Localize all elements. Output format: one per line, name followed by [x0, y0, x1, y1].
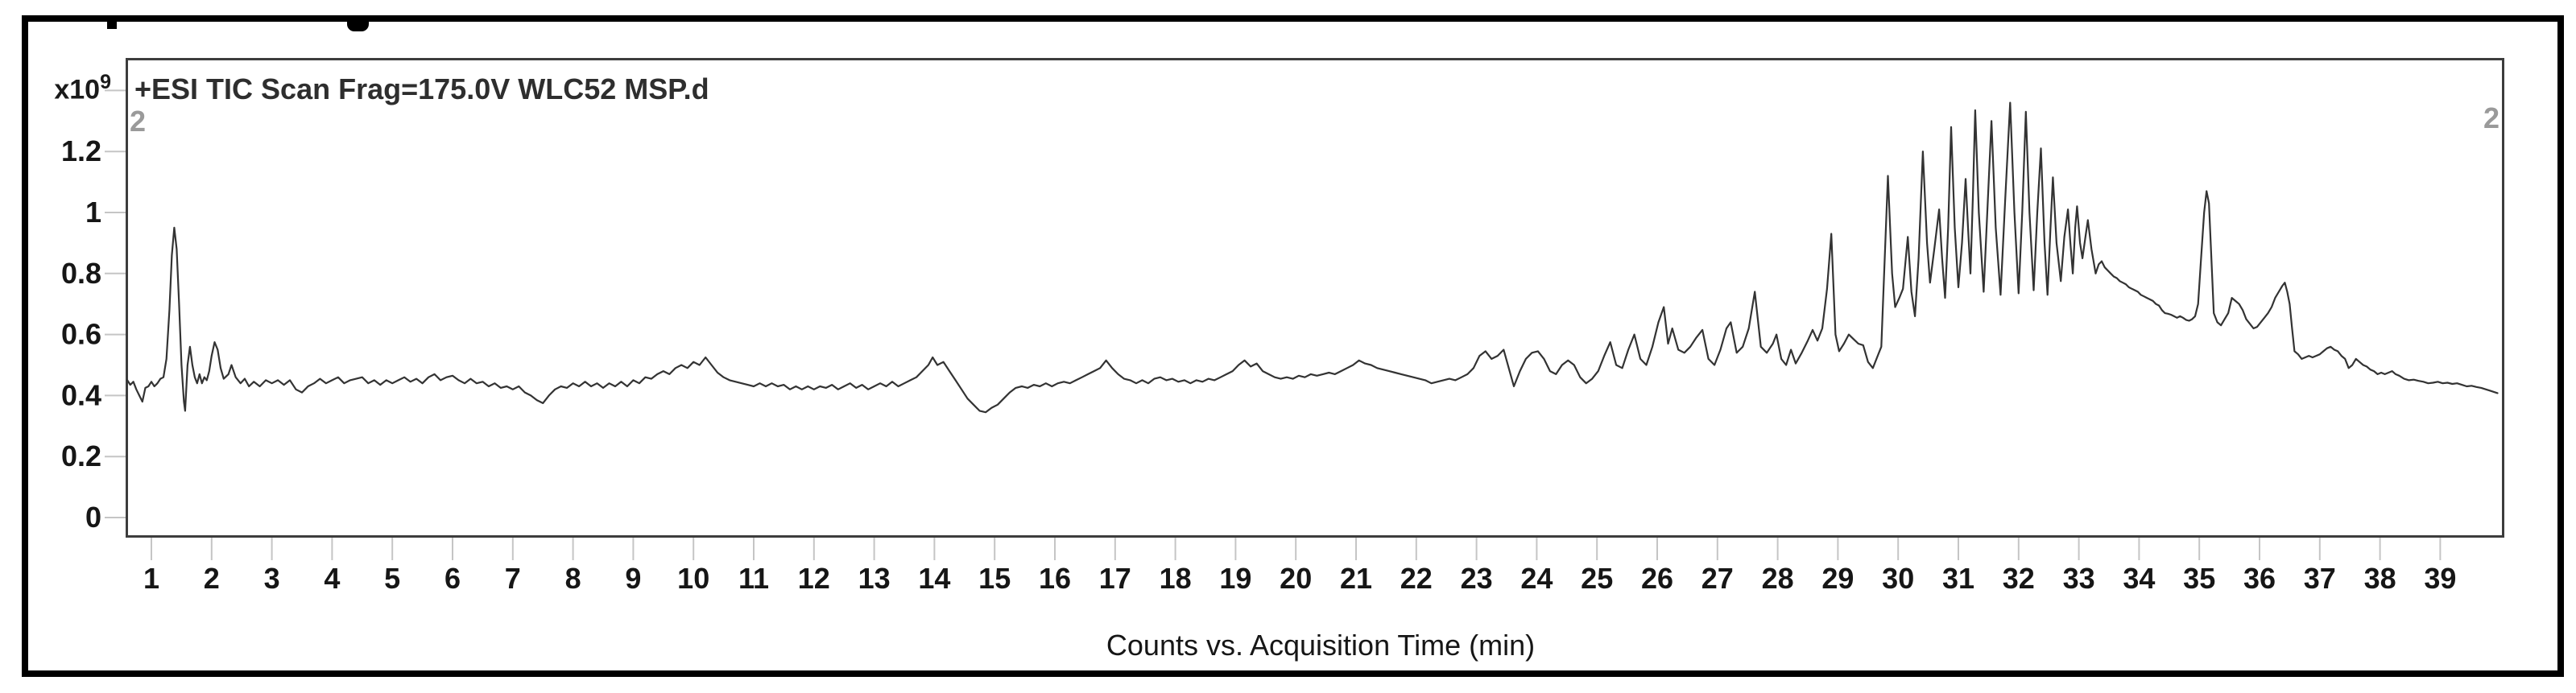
cropped-text-fragment: [107, 19, 117, 29]
trace-title: +ESI TIC Scan Frag=175.0V WLC52 MSP.d: [134, 72, 709, 105]
x-tick-label: 34: [2123, 562, 2155, 595]
x-tick-label: 5: [384, 562, 400, 595]
x-tick-label: 23: [1461, 562, 1493, 595]
x-tick-label: 9: [625, 562, 641, 595]
x-tick-label: 18: [1160, 562, 1192, 595]
x-tick-label: 6: [444, 562, 461, 595]
y-tick-label: 0.2: [61, 439, 101, 472]
x-tick-label: 15: [978, 562, 1011, 595]
x-tick-label: 2: [204, 562, 220, 595]
x-tick-label: 14: [918, 562, 950, 595]
x-tick-label: 33: [2063, 562, 2095, 595]
y-tick-label: 1.2: [61, 134, 101, 167]
chromatogram-plot-area[interactable]: [126, 58, 2504, 538]
y-axis-scale-label: x109: [47, 71, 111, 105]
x-tick-label: 27: [1701, 562, 1734, 595]
y-tick-label: 0.8: [61, 257, 101, 290]
x-tick-label: 37: [2304, 562, 2336, 595]
x-tick-label: 26: [1641, 562, 1673, 595]
x-tick-label: 28: [1762, 562, 1794, 595]
x-tick-label: 24: [1520, 562, 1553, 595]
chart-outer-frame: [22, 15, 2564, 677]
y-tick-label: 1: [85, 196, 101, 229]
x-tick-label: 16: [1039, 562, 1071, 595]
x-tick-label: 36: [2243, 562, 2276, 595]
x-tick-label: 7: [505, 562, 521, 595]
segment-marker-right: 2: [2483, 101, 2500, 134]
x-tick-label: 1: [143, 562, 159, 595]
x-tick-label: 20: [1280, 562, 1312, 595]
x-tick-label: 11: [738, 562, 769, 595]
segment-marker-left: 2: [130, 105, 147, 138]
x-tick-label: 10: [677, 562, 709, 595]
x-tick-label: 8: [565, 562, 581, 595]
scale-base: x10: [54, 74, 101, 105]
x-tick-label: 12: [798, 562, 830, 595]
y-tick-label: 0.4: [61, 378, 101, 411]
x-tick-label: 19: [1219, 562, 1251, 595]
x-tick-label: 17: [1099, 562, 1131, 595]
x-tick-label: 31: [1942, 562, 1974, 595]
x-tick-label: 32: [2003, 562, 2035, 595]
tic-trace: [126, 101, 2499, 414]
x-tick-label: 3: [264, 562, 280, 595]
y-tick-label: 0.6: [61, 318, 101, 351]
scale-exponent: 9: [100, 71, 111, 93]
x-tick-label: 39: [2424, 562, 2456, 595]
x-tick-label: 29: [1821, 562, 1854, 595]
x-tick-label: 25: [1581, 562, 1613, 595]
x-tick-label: 38: [2364, 562, 2396, 595]
x-tick-label: 35: [2183, 562, 2215, 595]
x-tick-label: 21: [1340, 562, 1372, 595]
x-tick-label: 30: [1882, 562, 1914, 595]
cropped-text-fragment: [347, 19, 369, 31]
x-tick-label: 4: [324, 562, 340, 595]
x-axis-title: Counts vs. Acquisition Time (min): [1106, 629, 1536, 662]
y-tick-label: 0: [85, 501, 101, 534]
x-tick-label: 22: [1400, 562, 1433, 595]
x-tick-label: 13: [858, 562, 891, 595]
